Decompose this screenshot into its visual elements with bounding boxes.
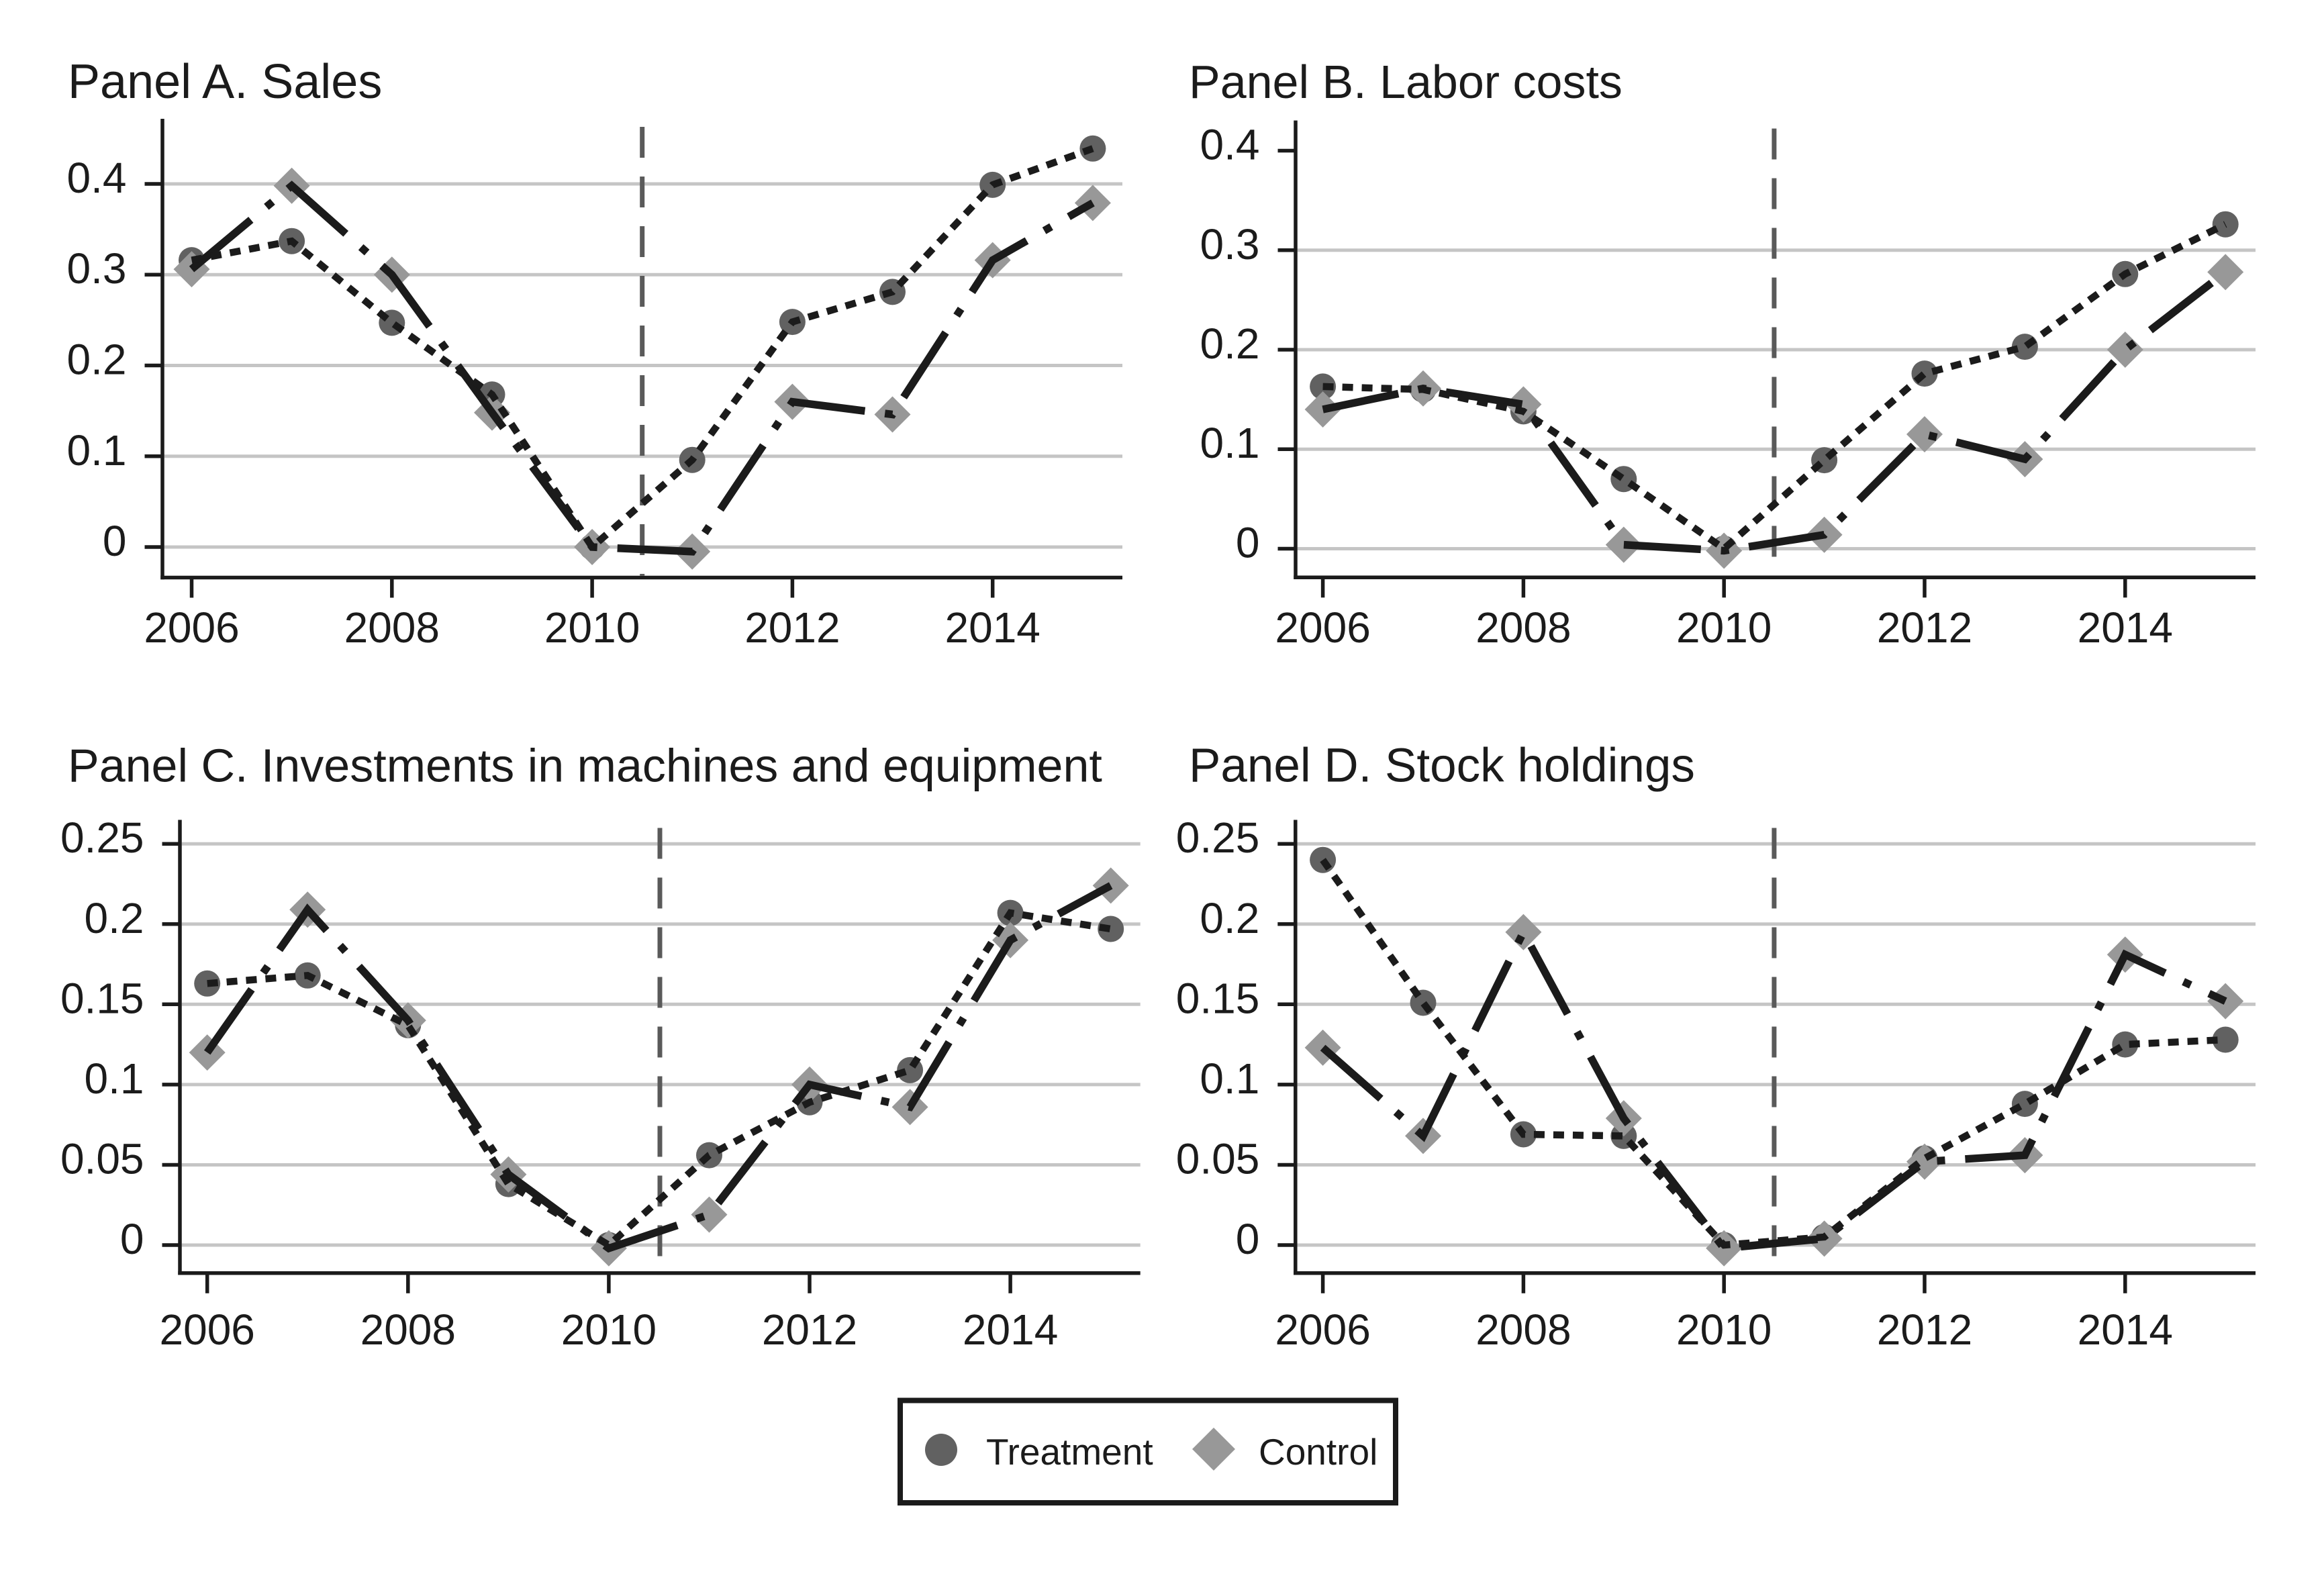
svg-text:2014: 2014	[963, 1305, 1058, 1354]
svg-text:0.1: 0.1	[1200, 1054, 1259, 1103]
svg-text:0.3: 0.3	[67, 244, 127, 293]
svg-text:2010: 2010	[561, 1305, 657, 1354]
svg-text:2008: 2008	[1475, 603, 1571, 652]
svg-text:0.2: 0.2	[1200, 319, 1260, 368]
svg-text:0: 0	[1236, 1215, 1260, 1263]
svg-text:0.2: 0.2	[67, 336, 127, 384]
svg-text:0.4: 0.4	[1200, 121, 1260, 169]
svg-text:2012: 2012	[744, 603, 840, 652]
svg-text:0.2: 0.2	[85, 894, 144, 942]
svg-text:0.1: 0.1	[85, 1054, 144, 1103]
svg-text:0.25: 0.25	[60, 813, 144, 862]
svg-text:0.15: 0.15	[60, 974, 144, 1022]
svg-text:2014: 2014	[2078, 1305, 2173, 1354]
svg-text:2006: 2006	[1275, 603, 1370, 652]
svg-text:0.15: 0.15	[1176, 974, 1260, 1022]
svg-text:2006: 2006	[144, 603, 239, 652]
svg-text:Panel C. Investments in machin: Panel C. Investments in machines and equ…	[68, 740, 1102, 792]
svg-text:2012: 2012	[1877, 1305, 1972, 1354]
svg-text:Panel A. Sales: Panel A. Sales	[68, 55, 382, 109]
svg-text:2010: 2010	[544, 603, 640, 652]
svg-text:Panel B. Labor costs: Panel B. Labor costs	[1189, 56, 1623, 108]
svg-text:Treatment: Treatment	[986, 1431, 1153, 1473]
svg-text:0.3: 0.3	[1200, 220, 1260, 268]
svg-text:0.1: 0.1	[67, 426, 127, 475]
svg-text:0.1: 0.1	[1200, 419, 1260, 467]
svg-text:2014: 2014	[945, 603, 1040, 652]
svg-text:0: 0	[103, 517, 127, 565]
svg-text:2006: 2006	[1275, 1305, 1370, 1354]
svg-text:0.4: 0.4	[67, 154, 127, 202]
svg-text:Control: Control	[1259, 1431, 1377, 1473]
svg-text:0: 0	[120, 1215, 144, 1263]
svg-text:2006: 2006	[160, 1305, 255, 1354]
svg-text:2008: 2008	[1475, 1305, 1571, 1354]
svg-text:0: 0	[1236, 519, 1260, 567]
svg-text:2014: 2014	[2078, 603, 2173, 652]
svg-text:2008: 2008	[344, 603, 440, 652]
svg-text:2010: 2010	[1676, 1305, 1772, 1354]
svg-text:2012: 2012	[1877, 603, 1972, 652]
svg-text:0.05: 0.05	[1176, 1135, 1260, 1183]
svg-text:0.2: 0.2	[1200, 894, 1259, 942]
svg-text:2010: 2010	[1676, 603, 1772, 652]
svg-text:Panel D. Stock holdings: Panel D. Stock holdings	[1189, 740, 1695, 793]
svg-text:0.05: 0.05	[60, 1135, 144, 1183]
svg-text:0.25: 0.25	[1176, 813, 1260, 862]
svg-text:2008: 2008	[360, 1305, 456, 1354]
svg-text:2012: 2012	[762, 1305, 857, 1354]
